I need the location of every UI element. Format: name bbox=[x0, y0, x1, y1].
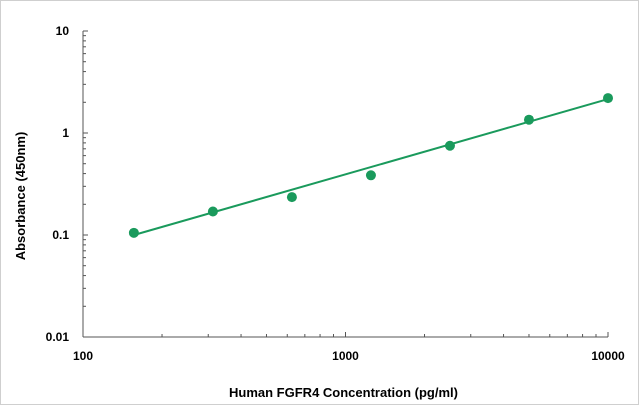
data-point bbox=[128, 227, 139, 238]
x-tick-label: 100 bbox=[73, 349, 93, 363]
ticks: 0.01 0.1 1 10 100 1000 10000 bbox=[46, 24, 625, 363]
x-axis-label: Human FGFR4 Concentration (pg/ml) bbox=[229, 385, 458, 400]
y-axis-label: Absorbance (450nm) bbox=[13, 132, 28, 261]
y-tick-label: 0.1 bbox=[52, 228, 69, 242]
data-point bbox=[207, 206, 218, 217]
x-tick-label: 10000 bbox=[591, 349, 625, 363]
data-points bbox=[128, 93, 613, 238]
axes bbox=[82, 31, 608, 338]
fit-line bbox=[133, 98, 609, 236]
y-tick-label: 10 bbox=[56, 24, 70, 38]
data-point bbox=[444, 140, 455, 151]
x-tick-label: 1000 bbox=[332, 349, 359, 363]
y-tick-label: 1 bbox=[62, 126, 69, 140]
fit-line-group bbox=[133, 98, 609, 236]
data-point bbox=[365, 170, 376, 181]
data-point bbox=[603, 93, 613, 104]
data-point bbox=[286, 192, 297, 203]
y-tick-label: 0.01 bbox=[46, 330, 70, 344]
data-point bbox=[523, 114, 534, 125]
